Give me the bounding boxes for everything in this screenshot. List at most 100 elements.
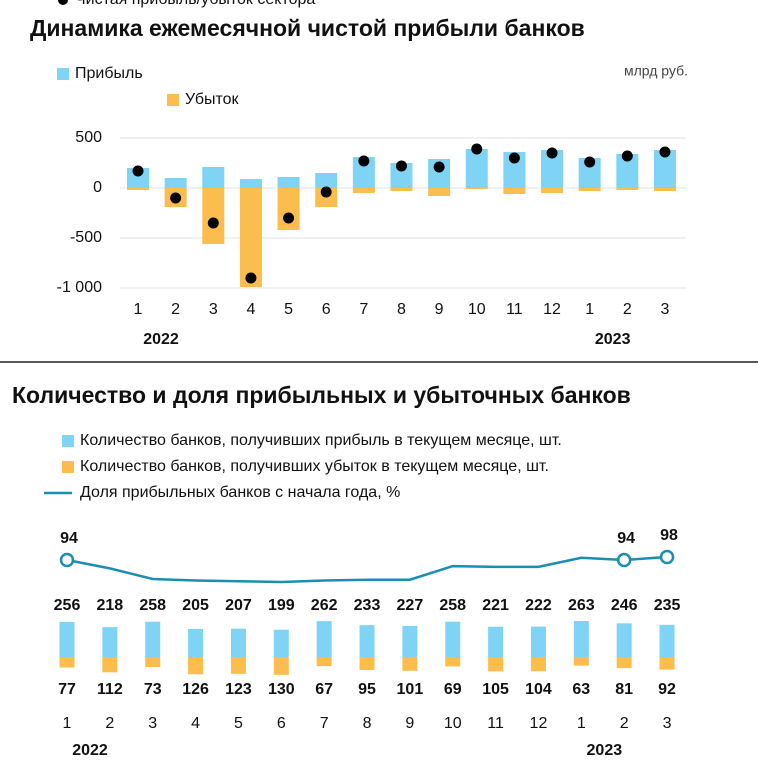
x-tick-label: 1 [577, 715, 586, 732]
bar [145, 621, 161, 657]
value-label: 263 [568, 597, 595, 614]
value-label: 130 [268, 681, 295, 698]
value-label: 81 [615, 681, 633, 698]
x-tick-label: 6 [322, 301, 331, 318]
net-dot [546, 147, 558, 159]
net-dot [245, 272, 257, 284]
unit-label: млрд руб. [624, 63, 688, 79]
bar [202, 167, 225, 188]
legend-swatch [167, 94, 179, 106]
x-tick-label: 11 [506, 301, 523, 318]
x-tick-label: 2 [105, 715, 114, 732]
chart-title: Динамика ежемесячной чистой прибыли банк… [30, 15, 585, 41]
value-label: 218 [97, 597, 124, 614]
bar [127, 168, 149, 188]
x-tick-label: 11 [487, 715, 504, 732]
net-dot [170, 192, 182, 204]
bar [188, 657, 204, 675]
share-label: 98 [660, 527, 678, 544]
bar [202, 188, 225, 244]
value-label: 258 [439, 597, 466, 614]
x-tick-label: 12 [530, 715, 548, 732]
bar [352, 188, 375, 193]
bar [390, 188, 413, 191]
bar [359, 657, 375, 671]
bar [316, 657, 332, 667]
x-tick-label: 4 [191, 715, 200, 732]
x-tick-label: 6 [277, 715, 286, 732]
bar [488, 657, 504, 672]
value-label: 95 [358, 681, 376, 698]
bar [402, 657, 418, 671]
value-label: 256 [54, 597, 81, 614]
bar [653, 188, 676, 191]
share-marker [616, 552, 632, 568]
value-label: 63 [572, 681, 590, 698]
x-tick-label: 3 [663, 715, 672, 732]
bar [616, 188, 639, 190]
x-tick-label: 7 [359, 301, 368, 318]
value-label: 77 [58, 681, 76, 698]
value-label: 262 [311, 597, 338, 614]
bar [503, 188, 526, 194]
bar [273, 657, 289, 675]
bar [616, 623, 632, 657]
x-tick-label: 2 [620, 715, 629, 732]
bar [488, 626, 504, 657]
y-tick-label: -500 [70, 229, 102, 246]
bar [428, 159, 451, 188]
bar [277, 188, 300, 230]
x-tick-label: 10 [468, 301, 486, 318]
legend-label: Доля прибыльных банков с начала года, % [80, 484, 400, 501]
value-label: 126 [182, 681, 209, 698]
x-tick-label: 8 [397, 301, 406, 318]
net-dot [508, 152, 520, 164]
x-tick-label: 5 [284, 301, 293, 318]
bar [102, 657, 118, 673]
y-tick-label: 500 [75, 129, 102, 146]
value-label: 69 [444, 681, 462, 698]
legend-swatch [62, 461, 74, 473]
legend-label: Количество банков, получивших прибыль в … [80, 432, 562, 449]
value-label: 207 [225, 597, 252, 614]
value-label: 246 [611, 597, 638, 614]
value-label: 199 [268, 597, 295, 614]
bar [465, 188, 488, 189]
net-dot [395, 160, 407, 172]
bar [359, 625, 375, 657]
legend-swatch [62, 435, 74, 447]
net-dot [358, 155, 370, 167]
x-tick-label: 9 [435, 301, 444, 318]
legend-label: Убыток [185, 91, 240, 108]
net-dot [659, 146, 671, 158]
bar [465, 149, 488, 188]
bar [316, 621, 332, 657]
bar [273, 629, 289, 657]
x-tick-label: 3 [661, 301, 670, 318]
x-tick-label: 10 [444, 715, 462, 732]
net-dot [132, 165, 144, 177]
x-tick-label: 12 [543, 301, 561, 318]
chart-title: Количество и доля прибыльных и убыточных… [12, 382, 631, 408]
bar [428, 188, 451, 196]
bar [530, 657, 546, 672]
x-tick-label: 7 [320, 715, 329, 732]
value-label: 221 [482, 597, 509, 614]
share-label: 94 [60, 530, 78, 547]
bar [616, 154, 639, 188]
x-tick-label: 1 [585, 301, 594, 318]
bar [230, 657, 246, 674]
value-label: 222 [525, 597, 552, 614]
value-label: 235 [654, 597, 681, 614]
x-tick-label: 5 [234, 715, 243, 732]
bar [578, 158, 601, 188]
bar [445, 657, 461, 667]
share-label: 94 [617, 530, 635, 547]
share-marker [59, 552, 75, 568]
bar [653, 150, 676, 188]
y-tick-label: 0 [93, 179, 102, 196]
bar [59, 657, 75, 668]
bar [315, 173, 338, 188]
value-label: 123 [225, 681, 252, 698]
year-label: 2023 [595, 331, 631, 348]
